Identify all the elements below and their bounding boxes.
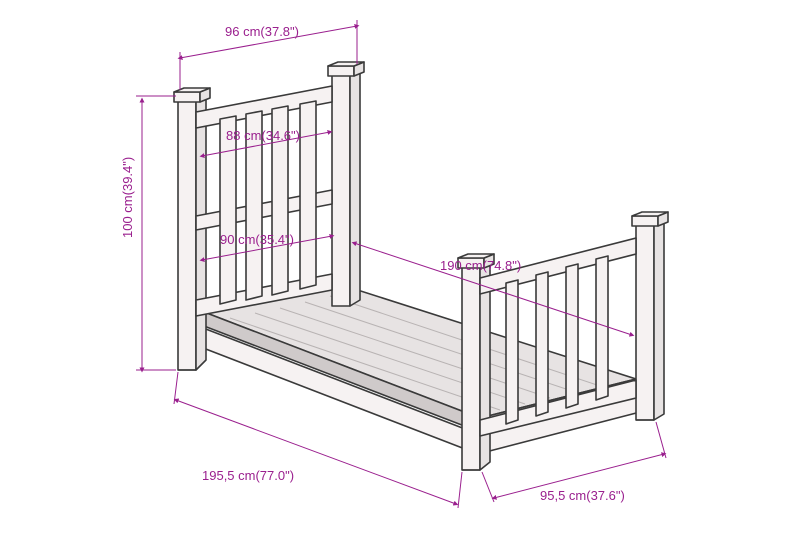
bed-dimension-diagram: 96 cm(37.8") 88 cm(34.6") 90 cm(35.4") 1… xyxy=(0,0,800,533)
label-height: 100 cm(39.4") xyxy=(120,157,135,238)
label-head-inner: 88 cm(34.6") xyxy=(226,128,300,143)
label-depth: 195,5 cm(77.0") xyxy=(202,468,294,483)
bed-frame xyxy=(174,62,668,470)
label-foot-w: 95,5 cm(37.6") xyxy=(540,488,625,503)
label-length-inner: 190 cm(74.8") xyxy=(440,258,521,273)
label-top: 96 cm(37.8") xyxy=(225,24,299,39)
label-mattress-w: 90 cm(35.4") xyxy=(220,232,294,247)
